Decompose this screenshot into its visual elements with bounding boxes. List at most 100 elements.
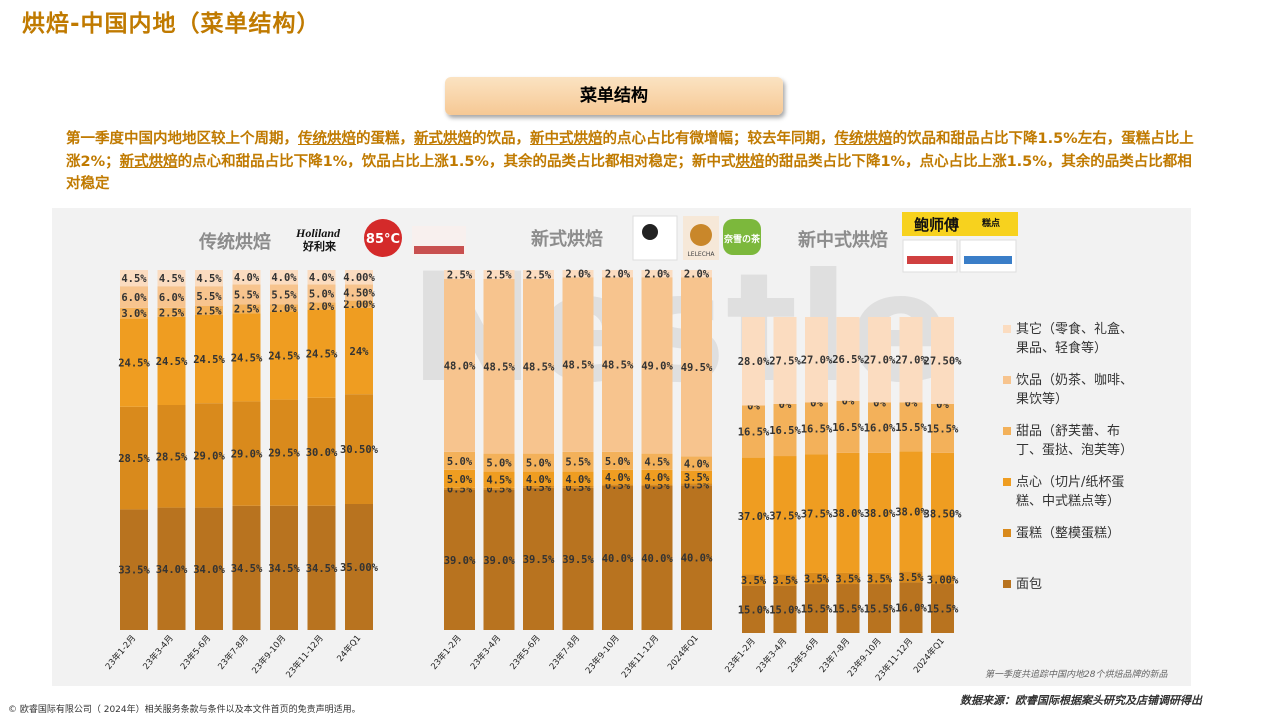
bar-segment (483, 270, 515, 279)
bar-segment (307, 302, 336, 310)
category-tick-label: 23年1-2月 (429, 633, 464, 672)
summary-fragment: 的饮品， (472, 131, 530, 147)
bar-segment (773, 317, 797, 404)
data-label: 30.50% (340, 444, 379, 456)
copyright-footer: © 欧睿国际有限公司（ 2024年）相关服务条款与条件以及本文件首页的免责声明适… (8, 705, 361, 715)
data-label: 4.0% (644, 472, 670, 484)
bar-segment (836, 584, 860, 633)
bar-segment (270, 311, 298, 400)
data-label: 24.5% (231, 352, 263, 364)
bar-segment (602, 469, 633, 485)
category-tick-label: 23年7-8月 (216, 633, 251, 672)
chart-title: 新式烘焙 (531, 228, 603, 250)
bar-segment (742, 405, 765, 458)
bar-segment (120, 286, 148, 308)
bar-segment (562, 487, 594, 630)
data-label: 3.00% (927, 574, 959, 586)
legend-label: 其它（零食、礼盒、 (1016, 321, 1133, 337)
legend-label: 饮品（奶茶、咖啡、 (1016, 372, 1133, 388)
data-label: 15.5% (801, 604, 833, 616)
bar-segment (681, 470, 712, 484)
bar-segment (681, 270, 712, 278)
category-tick-label: 23年3-4月 (754, 636, 789, 675)
data-label: 2.5% (196, 306, 222, 318)
data-label: 4.0% (565, 474, 591, 486)
bar-segment (120, 270, 148, 287)
bar-segment (681, 483, 712, 486)
section-label-button[interactable]: 菜单结构 (445, 77, 783, 115)
data-label: 28.5% (156, 451, 188, 463)
bar-segment (307, 270, 336, 285)
bar-segment (805, 572, 828, 585)
data-label: 39.0% (483, 555, 515, 567)
data-label: 34.0% (156, 564, 188, 576)
category-tick-label: 2024年Q1 (665, 633, 701, 672)
legend-swatch (1003, 529, 1011, 537)
legend-swatch (1003, 376, 1011, 384)
bar-segment (931, 574, 954, 585)
bar-segment (270, 270, 298, 285)
bar-segment (120, 509, 148, 630)
bar-segment (483, 489, 515, 630)
data-label: 34.5% (268, 563, 300, 575)
bar-segment (899, 571, 923, 583)
bar-segment (602, 451, 633, 470)
bar-segment (931, 584, 954, 633)
legend-swatch (1003, 580, 1011, 588)
data-label: 24.5% (268, 351, 300, 363)
bar-segment (483, 487, 515, 490)
category-tick-label: 24年Q1 (335, 633, 364, 664)
category-tick-label: 23年7-8月 (817, 636, 852, 675)
85c-logo-circle (364, 219, 402, 257)
data-label: 15.5% (927, 423, 959, 435)
bar-segment (195, 286, 223, 306)
data-label: 5.0% (447, 456, 473, 468)
category-tick-label: 2024年Q1 (911, 636, 947, 675)
data-label: 24.5% (118, 358, 150, 370)
bar-segment (157, 286, 186, 308)
bar-segment (931, 317, 954, 404)
data-label: 24% (350, 346, 370, 358)
summary-underlined-term: 传统烘焙 (298, 131, 356, 147)
bar-segment (868, 584, 891, 633)
data-label: 33.5% (118, 565, 150, 577)
data-label: 4.0% (309, 272, 335, 284)
bar-segment (195, 306, 223, 315)
bar-segment (523, 270, 554, 279)
data-label: 4.0% (234, 272, 260, 284)
summary-underlined-term: 传统烘焙 (834, 131, 893, 147)
bar-segment (742, 457, 765, 575)
bar-segment (602, 270, 633, 278)
summary-underlined-term: 新式烘焙 (119, 153, 178, 170)
bar-segment (562, 451, 594, 472)
bar-segment (836, 317, 860, 401)
summary-fragment: 第一季度中国内地地区较上个周期， (66, 131, 298, 147)
bar-segment (232, 313, 261, 402)
data-label: 29.0% (231, 449, 263, 461)
bar-segment (483, 453, 515, 472)
bar-segment (345, 300, 373, 308)
data-label: 37.5% (801, 509, 833, 521)
bar-segment (641, 484, 673, 486)
naixue-logo-box (723, 219, 761, 255)
data-label: 2.5% (234, 304, 260, 316)
legend-label: 丁、蛋挞、泡芙等） (1016, 442, 1133, 458)
bar-segment (602, 484, 633, 486)
bakery-logo-band (907, 256, 953, 264)
bar-segment (232, 505, 261, 630)
bar-segment (805, 584, 828, 633)
bar-segment (270, 304, 298, 312)
data-label: 16.5% (832, 422, 864, 434)
bar-segment (483, 471, 515, 488)
baoshifu-logo-box (902, 212, 1018, 236)
bar-segment (805, 402, 828, 455)
summary-fragment: 的饮品和甜品占比下降1.5%左右，蛋糕占比上涨2%； (66, 131, 1194, 170)
summary-underlined-term: 新式烘焙 (414, 131, 472, 147)
bar-segment (602, 277, 633, 452)
bar-segment (868, 572, 891, 585)
category-tick-label: 23年7-8月 (547, 633, 582, 672)
bar-segment (157, 316, 186, 405)
tracking-note: 第一季度共追踪中国内地28个烘焙品牌的新品 (985, 670, 1168, 680)
bakery-logo-band (964, 256, 1012, 264)
